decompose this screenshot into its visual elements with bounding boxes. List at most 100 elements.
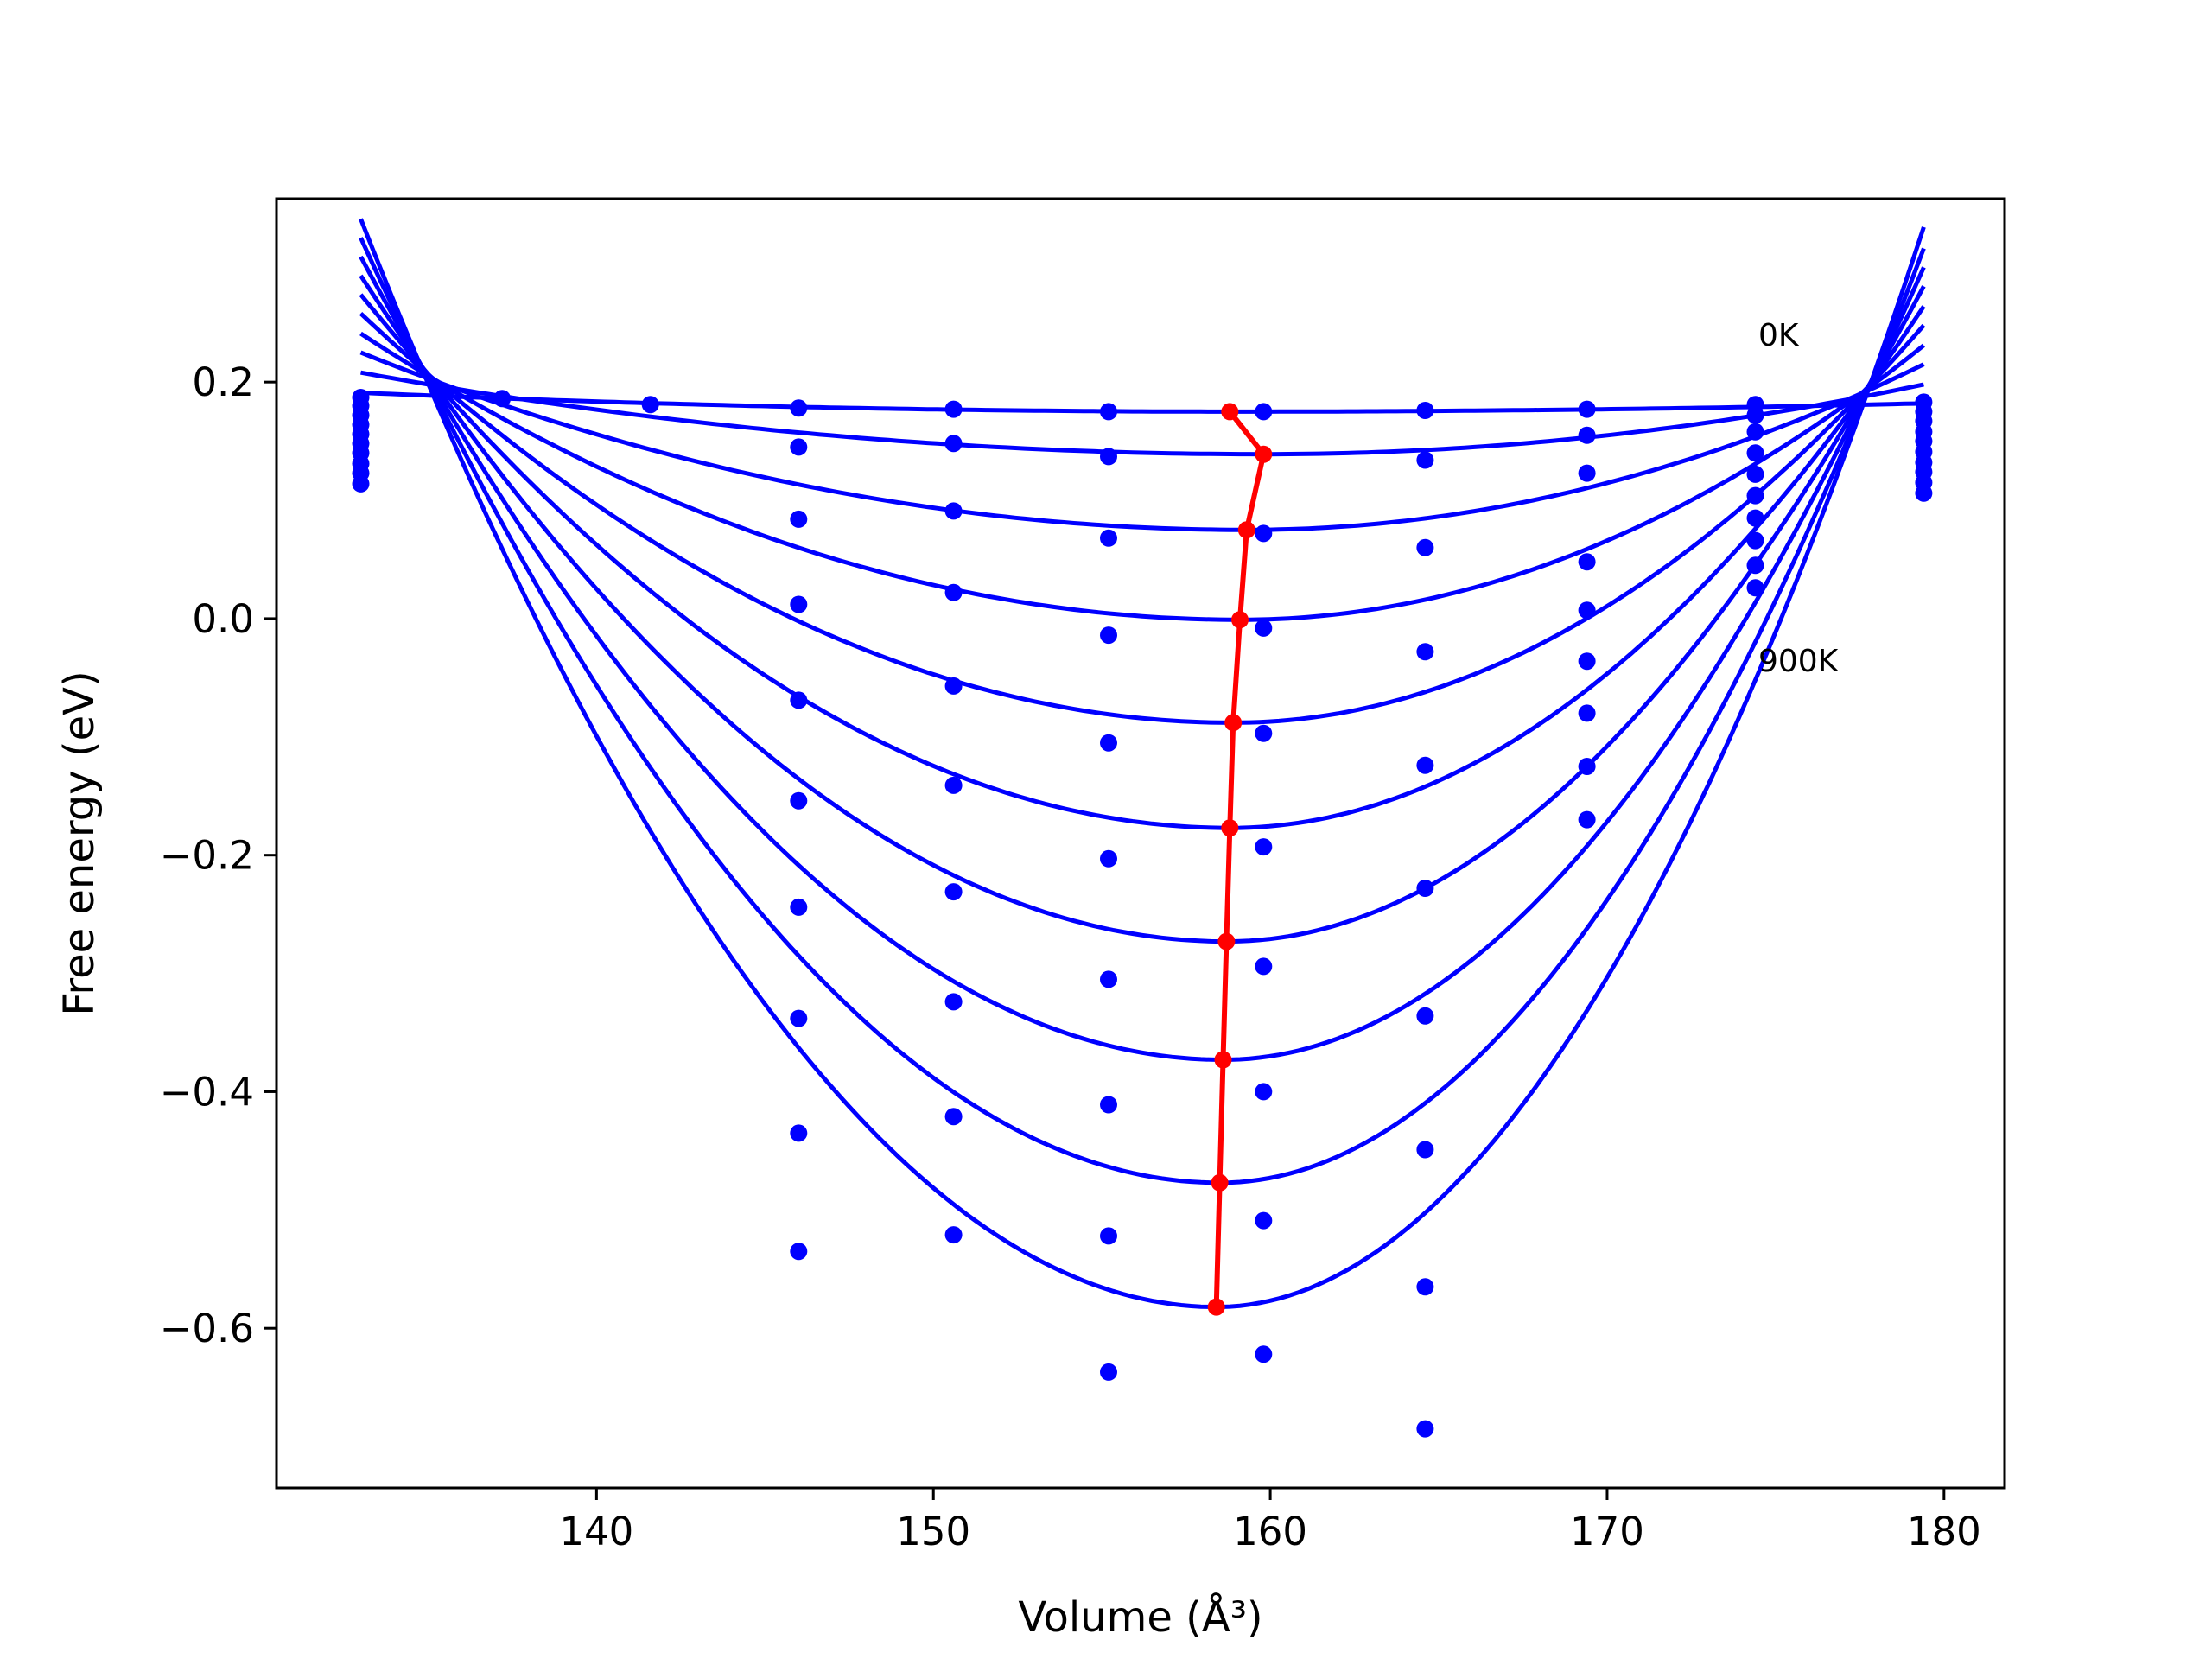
axes-frame xyxy=(275,197,2006,1490)
data-point xyxy=(1578,758,1596,775)
y-tick-label: −0.6 xyxy=(160,1306,254,1351)
data-point xyxy=(790,898,808,916)
x-axis-label: Volume (Å³) xyxy=(1018,1592,1262,1642)
data-point xyxy=(1578,464,1596,482)
y-tick-label: −0.4 xyxy=(160,1069,254,1115)
minimum-point xyxy=(1231,611,1249,629)
data-point xyxy=(1100,448,1117,466)
fit-curve-3 xyxy=(359,331,1925,622)
plot-area xyxy=(352,218,1933,1438)
x-tick-label: 170 xyxy=(1570,1509,1644,1554)
data-point xyxy=(944,1108,963,1126)
data-point xyxy=(944,677,963,695)
fit-curve-0 xyxy=(360,391,1924,414)
data-point xyxy=(1746,444,1764,462)
data-point xyxy=(1746,509,1764,527)
data-point xyxy=(1416,1141,1434,1159)
data-point xyxy=(944,435,963,453)
data-point xyxy=(1416,1007,1434,1025)
data-point xyxy=(1578,426,1596,444)
minimum-point xyxy=(1221,819,1239,837)
data-point xyxy=(944,583,963,601)
data-point xyxy=(944,883,963,901)
fit-curve-4 xyxy=(359,311,1926,725)
data-point xyxy=(790,691,808,709)
minimum-point xyxy=(1211,1173,1229,1192)
minimum-point xyxy=(1224,714,1243,732)
data-point xyxy=(1578,553,1596,571)
data-point xyxy=(1255,838,1273,856)
annotation-900k: 900K xyxy=(1758,644,1840,679)
data-point xyxy=(641,396,659,414)
data-point xyxy=(1915,484,1933,502)
data-point xyxy=(1746,465,1764,483)
data-point xyxy=(790,791,808,810)
data-point xyxy=(1255,724,1273,742)
minimum-point xyxy=(1221,403,1239,421)
minimum-point xyxy=(1217,932,1236,950)
annotation-0k: 0K xyxy=(1758,318,1800,353)
data-point xyxy=(1578,810,1596,829)
data-point xyxy=(1416,1278,1434,1296)
data-points xyxy=(352,389,1933,1438)
data-point xyxy=(1100,626,1117,645)
x-tick-label: 160 xyxy=(1233,1509,1307,1554)
y-axis-ticks: −0.6 −0.4 −0.2 0.0 0.2 xyxy=(160,359,276,1351)
minimum-point xyxy=(1214,1051,1232,1069)
data-point xyxy=(790,595,808,613)
data-point xyxy=(944,1226,963,1244)
data-point xyxy=(1578,704,1596,722)
minimum-line xyxy=(1213,410,1267,1307)
fit-curve-1 xyxy=(360,370,1924,457)
y-tick-label: 0.0 xyxy=(192,596,254,642)
data-point xyxy=(1578,652,1596,671)
minimum-trace xyxy=(1207,403,1273,1316)
data-point xyxy=(493,390,512,408)
data-point xyxy=(944,776,963,794)
data-point xyxy=(1100,529,1117,547)
minimum-point xyxy=(1207,1298,1225,1316)
data-point xyxy=(352,474,370,493)
data-point xyxy=(1255,1211,1273,1230)
data-point xyxy=(1416,402,1434,419)
data-point xyxy=(1100,970,1117,988)
data-point xyxy=(1578,400,1596,418)
x-tick-label: 180 xyxy=(1907,1509,1981,1554)
data-point xyxy=(790,510,808,528)
fit-curve-8 xyxy=(359,237,1926,1185)
x-axis-ticks: 140 150 160 170 180 xyxy=(559,1488,1981,1554)
data-point xyxy=(1746,579,1764,597)
data-point xyxy=(1100,1096,1117,1114)
data-point xyxy=(790,1009,808,1027)
data-point xyxy=(1746,486,1764,505)
fit-curve-5 xyxy=(359,293,1926,830)
data-point xyxy=(1100,1227,1117,1245)
data-point xyxy=(790,1243,808,1261)
data-point xyxy=(1255,1083,1273,1101)
data-point xyxy=(1100,849,1117,868)
y-tick-label: −0.2 xyxy=(160,833,254,879)
data-point xyxy=(1746,423,1764,441)
data-point xyxy=(1255,957,1273,976)
data-point xyxy=(1416,643,1434,661)
data-point xyxy=(1416,756,1434,774)
data-point xyxy=(1255,1345,1273,1363)
data-point xyxy=(1746,556,1764,575)
data-point xyxy=(1416,1420,1434,1438)
x-tick-label: 150 xyxy=(896,1509,970,1554)
data-point xyxy=(1416,880,1434,897)
data-point xyxy=(1416,538,1434,556)
y-tick-label: 0.2 xyxy=(192,359,254,405)
data-point xyxy=(1100,734,1117,752)
data-point xyxy=(790,1124,808,1142)
fit-curves xyxy=(359,218,1926,1309)
y-axis-label: Free energy (eV) xyxy=(55,671,104,1015)
fit-curve-9 xyxy=(359,218,1926,1309)
data-point xyxy=(1578,601,1596,620)
data-point xyxy=(790,399,808,417)
fit-curve-6 xyxy=(359,274,1926,944)
data-point xyxy=(1746,406,1764,424)
data-point xyxy=(1416,451,1434,469)
